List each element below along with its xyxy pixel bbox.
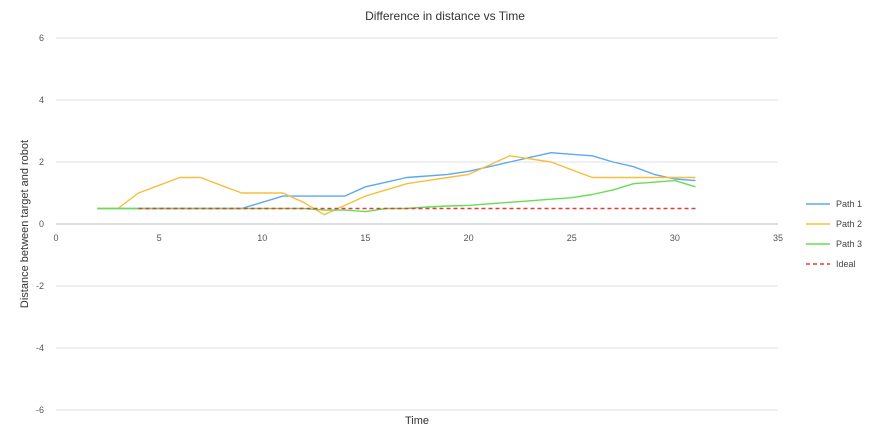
series-line-path-2 [97, 155, 696, 216]
y-tick-label: -6 [36, 405, 44, 415]
legend-label: Ideal [836, 259, 856, 269]
x-tick-label: 0 [53, 233, 58, 243]
x-tick-label: 10 [257, 233, 267, 243]
legend: Path 1 Path 2 Path 3 Ideal [806, 199, 862, 269]
y-tick-label: 6 [39, 33, 44, 43]
y-tick-label: -4 [36, 343, 44, 353]
x-tick-label: 15 [360, 233, 370, 243]
x-tick-label: 35 [773, 233, 783, 243]
tick-layer: -6 -4 -2 0 2 4 6 0 5 10 15 20 25 30 35 [36, 33, 783, 415]
legend-label: Path 2 [836, 219, 862, 229]
grid-layer [56, 37, 778, 411]
x-tick-label: 25 [567, 233, 577, 243]
y-tick-label: 0 [39, 219, 44, 229]
series-line-path-3 [97, 179, 696, 213]
y-tick-label: 2 [39, 157, 44, 167]
legend-label: Path 1 [836, 199, 862, 209]
x-tick-label: 30 [670, 233, 680, 243]
y-tick-label: -2 [36, 281, 44, 291]
y-axis-title: Distance between target and robot [19, 140, 31, 308]
chart-title: Difference in distance vs Time [365, 9, 525, 23]
x-axis-title: Time [405, 415, 429, 427]
x-tick-label: 5 [157, 233, 162, 243]
x-tick-label: 20 [464, 233, 474, 243]
legend-label: Path 3 [836, 239, 862, 249]
series-layer [97, 151, 696, 216]
y-tick-label: 4 [39, 95, 44, 105]
series-line-path-1 [97, 151, 696, 210]
